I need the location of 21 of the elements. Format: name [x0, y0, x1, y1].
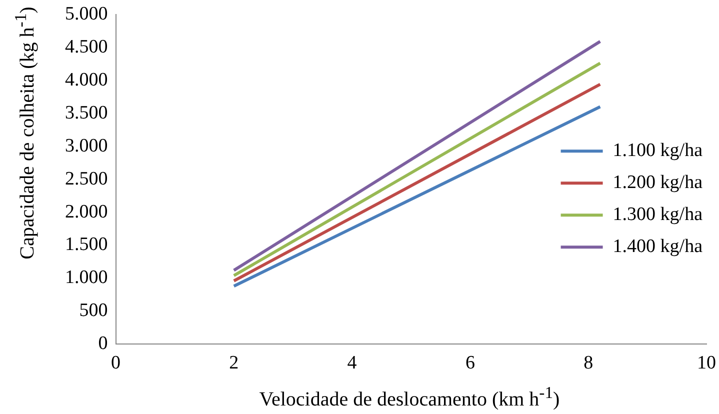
y-tick-label: 4.500 [65, 36, 108, 58]
x-axis-title: Velocidade de deslocamento (km h$^{-1}$) [258, 383, 561, 412]
y-tick-label: 0 [98, 333, 108, 354]
y-tick-label: 5.000 [65, 3, 108, 24]
x-tick-label: 10 [697, 352, 716, 374]
y-tick-label: 500 [79, 300, 108, 322]
y-tick-label: 3.500 [65, 102, 108, 124]
x-tick-label: 8 [584, 352, 594, 374]
legend-label: 1.300 kg/ha [612, 204, 704, 226]
y-tick-label: 1.000 [65, 267, 108, 288]
y-tick-label: 1.500 [65, 234, 108, 256]
y-tick-label: 2.500 [65, 168, 108, 190]
x-tick-label: 2 [229, 352, 239, 374]
x-tick-label: 4 [347, 352, 358, 374]
legend-label: 1.100 kg/ha [612, 140, 704, 162]
legend-label: 1.400 kg/ha [612, 236, 704, 258]
y-tick-label: 3.000 [65, 135, 108, 156]
x-tick-label: 6 [465, 352, 475, 374]
legend-label: 1.200 kg/ha [612, 172, 704, 194]
y-tick-label: 4.000 [65, 69, 108, 90]
y-tick-label: 2.000 [65, 201, 108, 222]
